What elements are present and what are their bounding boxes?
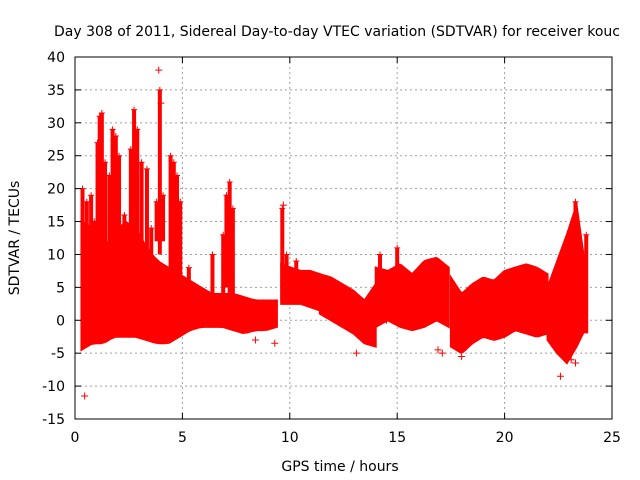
y-tick-label: 15 [47,215,65,231]
x-tick-label: 20 [496,430,514,446]
chart-title: Day 308 of 2011, Sidereal Day-to-day VTE… [54,24,620,40]
y-tick-label: -10 [42,379,65,395]
data-point-marker [83,198,90,205]
data-point-marker [81,392,89,400]
y-axis-label: SDTVAR / TECUs [7,181,23,296]
data-point-marker [170,159,177,166]
data-point-marker [157,99,165,107]
data-point-marker [121,211,128,218]
data-point-marker [148,225,155,232]
y-tick-label: -15 [42,412,65,428]
data-point-marker [229,205,236,212]
data-point-marker [174,172,181,179]
x-tick-label: 10 [281,430,299,446]
plot-frame [74,56,613,420]
data-point-marker [251,336,259,344]
data-point-marker [138,159,145,166]
data-point-marker [209,251,216,258]
axis-ticks: -15 -10 -5 0 5 10 15 20 25 30 35 40 0 5 10 15 20 25 [42,50,621,446]
data-points [79,66,590,400]
y-tick-label: 40 [47,50,65,66]
x-tick-label: 15 [388,430,406,446]
x-tick-label: 5 [178,430,187,446]
data-point-marker [352,349,360,357]
data-point-marker [155,66,163,74]
data-point-marker [556,372,564,380]
data-point-marker [580,270,588,278]
data-point-marker [434,346,442,354]
data-point-marker [271,339,279,347]
data-point-marker [98,109,105,116]
data-point-marker [279,201,287,209]
data-point-marker [279,205,286,212]
data-point-marker [102,159,109,166]
data-point-marker [131,106,138,113]
y-tick-label: 20 [47,182,65,198]
data-point-marker [571,359,579,367]
data-point-marker [156,86,163,93]
y-tick-label: 25 [47,149,65,165]
y-tick-label: 30 [47,116,65,132]
data-point-marker [167,152,174,159]
data-point-marker [458,352,466,360]
grid-lines [75,57,612,419]
data-point-marker [226,179,233,186]
data-point-marker [283,251,290,258]
data-point-marker [143,165,150,172]
data-point-marker [567,356,575,364]
data-band [449,263,549,354]
data-point-marker [382,316,390,324]
data-point-marker [88,192,95,199]
y-tick-label: 35 [47,83,65,99]
data-point-marker [572,198,579,205]
data-point-marker [438,349,446,357]
data-point-marker [185,264,192,271]
x-axis-label: GPS time / hours [281,459,398,475]
y-tick-label: 10 [47,247,65,263]
data-point-marker [583,231,590,238]
data-point-marker [116,152,123,159]
data-band [374,256,450,332]
x-tick-label: 0 [71,430,80,446]
data-point-marker [109,126,116,133]
data-point-marker [377,251,384,258]
y-tick-label: -5 [51,346,65,362]
x-tick-label: 25 [603,430,621,446]
data-point-marker [293,258,300,265]
data-point-marker [160,192,167,199]
data-point-marker [177,198,184,205]
data-point-marker [394,244,401,251]
data-band [318,272,377,348]
y-tick-label: 5 [56,280,65,296]
data-point-marker [112,132,119,139]
data-point-marker [134,126,141,133]
y-tick-label: 0 [56,313,65,329]
data-band [546,204,588,365]
